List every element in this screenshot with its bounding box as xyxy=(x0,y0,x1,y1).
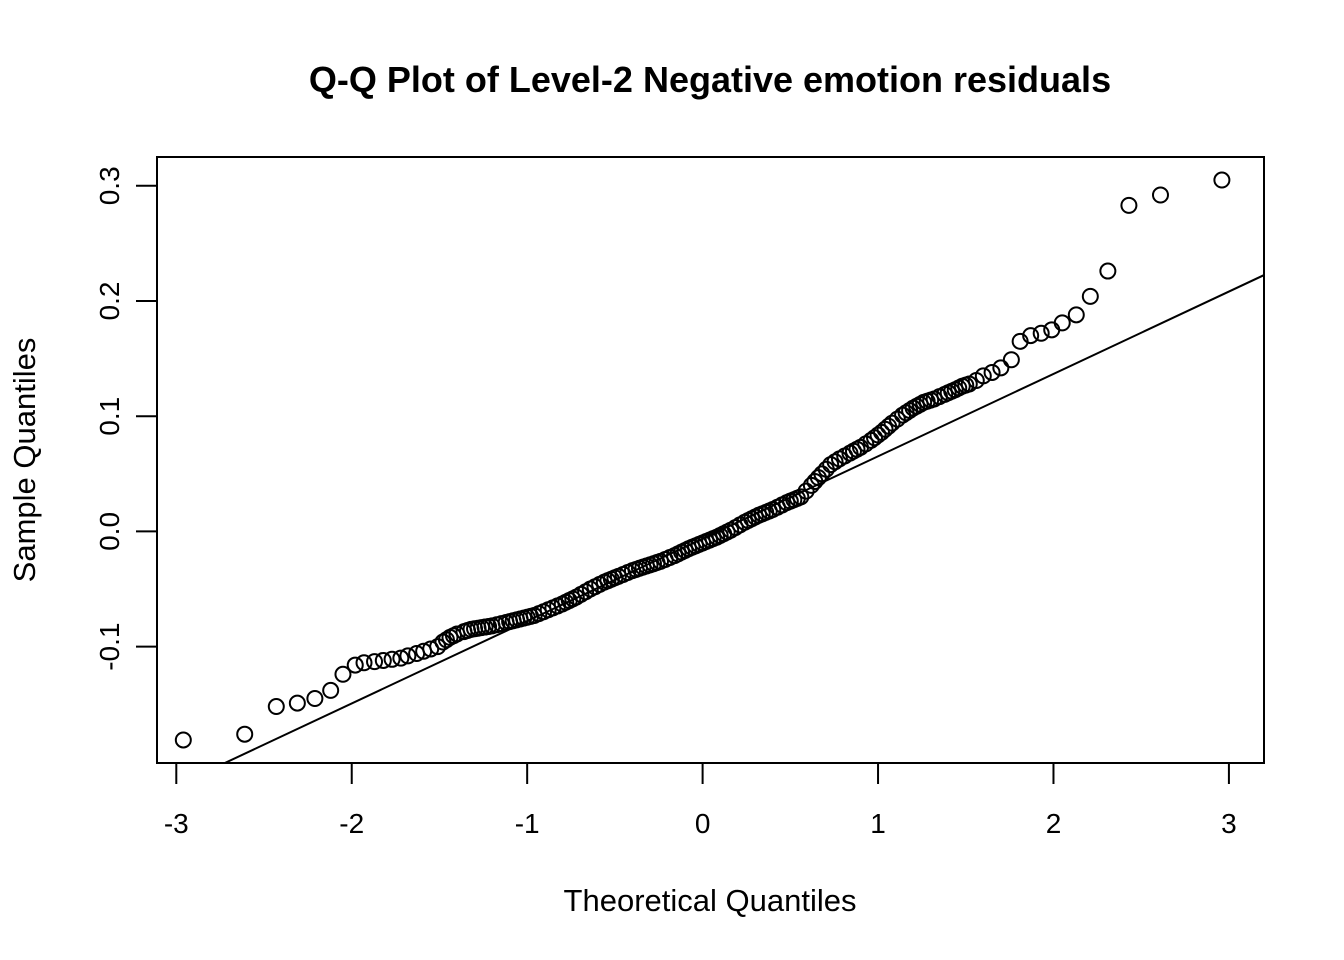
data-point xyxy=(813,465,831,483)
data-point xyxy=(334,665,352,683)
data-point xyxy=(797,482,815,500)
data-point xyxy=(374,651,392,669)
data-point xyxy=(1011,332,1029,350)
x-tick-label: -2 xyxy=(339,808,364,839)
data-point xyxy=(383,650,401,668)
x-tick-label: 2 xyxy=(1046,808,1062,839)
data-point xyxy=(826,453,844,471)
data-point xyxy=(888,410,906,428)
data-point xyxy=(288,694,306,712)
data-point xyxy=(399,647,417,665)
data-point xyxy=(1151,186,1169,204)
data-point xyxy=(992,359,1010,377)
data-point xyxy=(1043,321,1061,339)
data-point xyxy=(174,731,192,749)
x-tick-label: -3 xyxy=(164,808,189,839)
data-point xyxy=(392,649,410,667)
data-point xyxy=(1022,327,1040,345)
y-axis: -0.1 0.0 0.1 0.2 0.3 xyxy=(94,166,158,671)
data-point xyxy=(792,488,810,506)
x-tick-label: 1 xyxy=(870,808,886,839)
data-point xyxy=(1053,314,1071,332)
plot-frame xyxy=(156,156,1265,764)
x-axis-label: Theoretical Quantiles xyxy=(564,883,857,918)
data-point xyxy=(267,698,285,716)
y-tick-label: 0.3 xyxy=(94,166,125,205)
data-point xyxy=(1120,196,1138,214)
y-tick-label: 0.0 xyxy=(94,512,125,551)
y-tick-label: 0.1 xyxy=(94,397,125,436)
data-point xyxy=(822,456,840,474)
data-points xyxy=(174,171,1231,749)
data-point xyxy=(306,689,324,707)
y-tick-label: 0.2 xyxy=(94,282,125,321)
data-point xyxy=(1099,262,1117,280)
data-point xyxy=(974,367,992,385)
data-point xyxy=(983,363,1001,381)
data-point xyxy=(1067,306,1085,324)
data-point xyxy=(366,653,384,671)
data-point xyxy=(322,681,340,699)
x-axis: -3 -2 -1 0 1 2 3 xyxy=(164,762,1237,839)
data-point xyxy=(236,725,254,743)
chart-title: Q-Q Plot of Level-2 Negative emotion res… xyxy=(309,59,1111,100)
data-point xyxy=(1081,287,1099,305)
x-tick-label: 3 xyxy=(1221,808,1237,839)
data-point xyxy=(355,654,373,672)
x-tick-label: 0 xyxy=(695,808,711,839)
data-point xyxy=(883,414,901,432)
x-tick-label: -1 xyxy=(515,808,540,839)
data-point xyxy=(346,656,364,674)
data-point xyxy=(1032,324,1050,342)
y-tick-label: -0.1 xyxy=(94,623,125,671)
data-point xyxy=(1002,351,1020,369)
y-axis-label: Sample Quantiles xyxy=(7,338,42,583)
data-point xyxy=(1213,171,1231,189)
